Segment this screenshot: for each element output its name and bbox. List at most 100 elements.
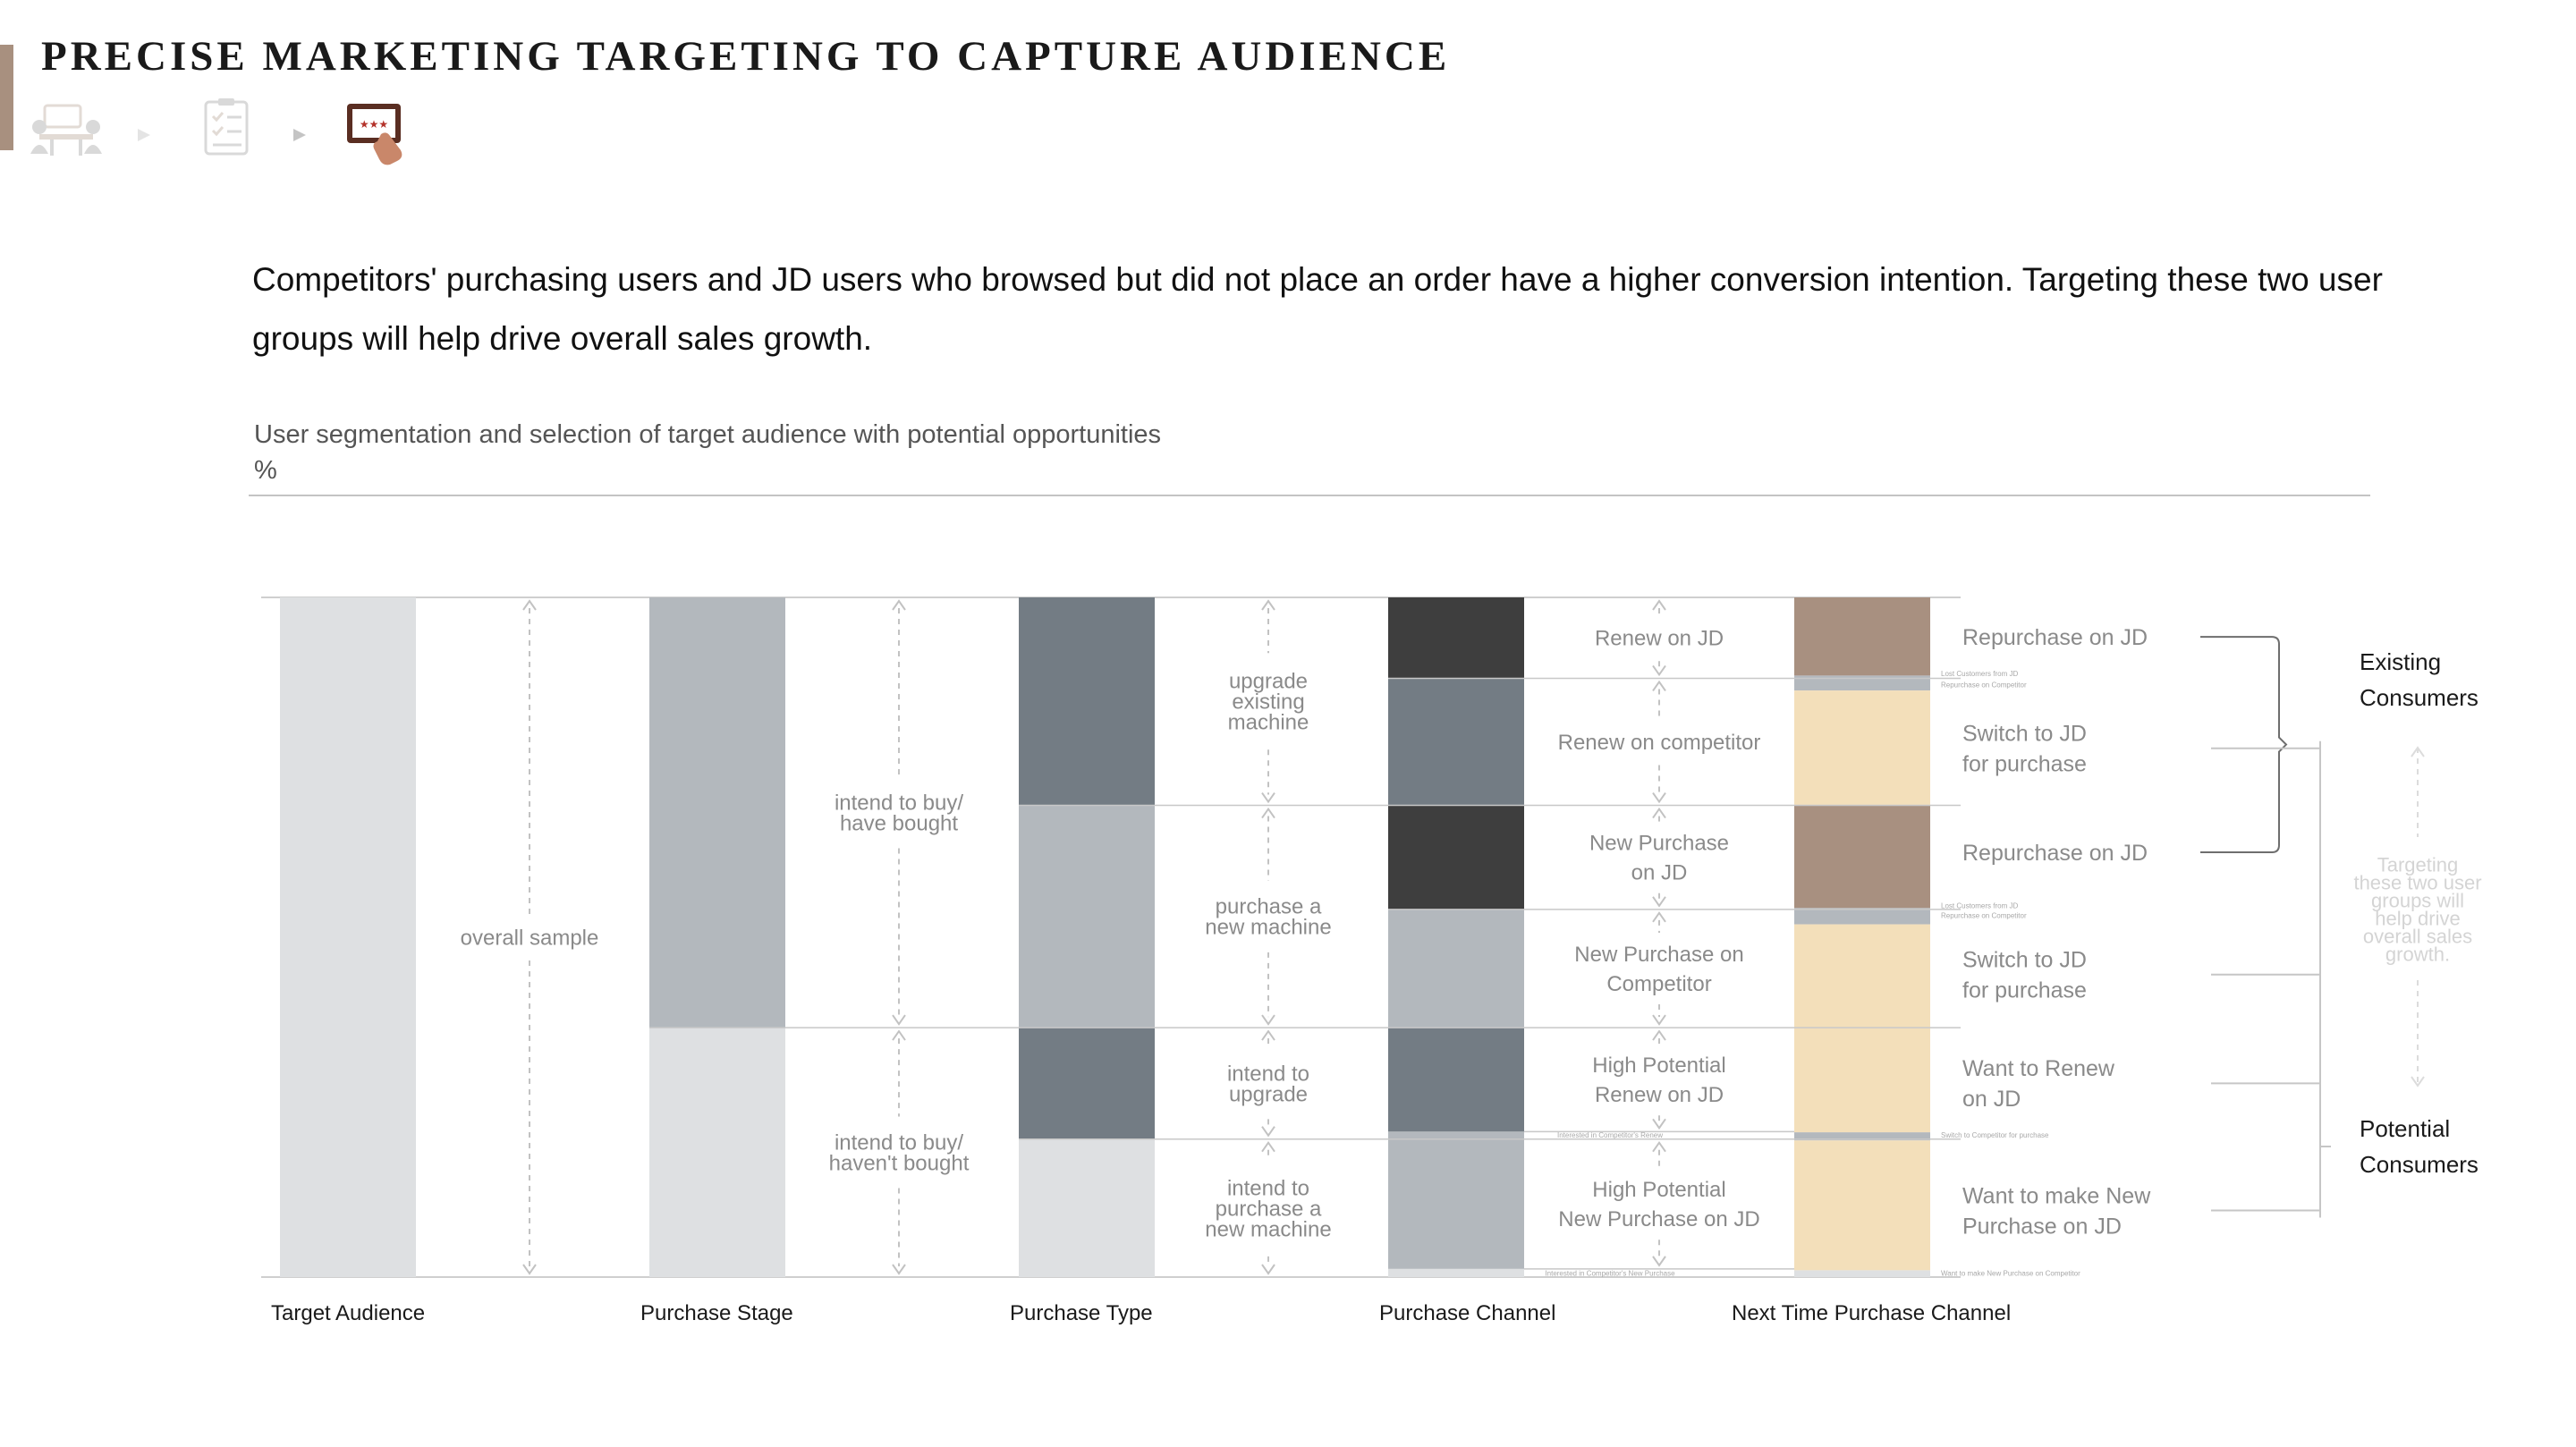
meeting-icon bbox=[30, 104, 102, 156]
targeting-callout-line: growth. bbox=[2385, 944, 2450, 966]
progress-steps-graphic: ★★★ bbox=[30, 98, 402, 165]
stage-label: Purchase Type bbox=[1010, 1301, 1153, 1325]
arrow-head-down-icon bbox=[1261, 791, 1275, 804]
arrow-head-down-icon bbox=[1652, 1256, 1666, 1267]
gap-label: upgrade existing machine bbox=[1228, 670, 1309, 735]
gap-label: Renew on competitor bbox=[1558, 731, 1761, 755]
segment-rect bbox=[1794, 1132, 1930, 1141]
stage-label: Purchase Channel bbox=[1379, 1301, 1555, 1325]
gap-label: New Purchase on JD bbox=[1589, 832, 1729, 885]
arrow-head-up-icon bbox=[522, 599, 537, 611]
gap-label-line: haven't bought bbox=[829, 1151, 970, 1175]
gap-label-line: intend to bbox=[1227, 1062, 1309, 1086]
arrow-head-up-icon bbox=[892, 1029, 906, 1041]
segment-rect bbox=[1794, 675, 1930, 691]
targeting-callout-line: help drive bbox=[2375, 908, 2460, 930]
arrow-head-up-icon bbox=[1261, 599, 1275, 611]
arrow-head-down-icon bbox=[1652, 896, 1666, 908]
arrow-head-up-icon bbox=[1261, 807, 1275, 819]
gap-label: High Potential New Purchase on JD bbox=[1558, 1178, 1759, 1231]
arrow-head-down-icon bbox=[1261, 1014, 1275, 1026]
arrow-head-down-icon bbox=[1261, 1264, 1275, 1275]
segment-rect bbox=[1794, 597, 1930, 676]
segment-rect bbox=[1794, 1140, 1930, 1271]
gap-label-line: overall sample bbox=[461, 926, 599, 950]
tiny-label: Lost Customers from JD bbox=[1941, 901, 2018, 910]
page-title: PRECISE MARKETING TARGETING TO CAPTURE A… bbox=[41, 33, 1451, 80]
gap-label-line: intend to buy/ bbox=[835, 791, 963, 815]
gap-label-line: Competitor bbox=[1606, 972, 1711, 996]
svg-text:★★★: ★★★ bbox=[360, 118, 388, 131]
right-label-line: Want to Renew bbox=[1962, 1056, 2115, 1081]
tiny-label: Switch to Competitor for purchase bbox=[1941, 1131, 2049, 1139]
title-accent-bar bbox=[0, 45, 13, 150]
right-label: Want to make New Purchase on JD bbox=[1962, 1183, 2151, 1239]
arrow-head-up-icon bbox=[1261, 1140, 1275, 1153]
gap-label-line: New Purchase on bbox=[1574, 943, 1743, 967]
arrow-head-up-icon bbox=[1652, 1029, 1666, 1041]
gap-label-line: purchase a bbox=[1216, 895, 1322, 919]
gap-label: purchase a new machine bbox=[1205, 895, 1331, 940]
right-label-line: Switch to JD bbox=[1962, 948, 2087, 973]
gap-label-line: New Purchase bbox=[1589, 832, 1729, 856]
step-arrow-icon bbox=[293, 129, 306, 141]
segment-rect bbox=[1019, 1138, 1155, 1277]
segment-rect bbox=[1794, 908, 1930, 925]
headline: Competitors' purchasing users and JD use… bbox=[252, 261, 2383, 357]
stage-label: Purchase Stage bbox=[640, 1301, 793, 1325]
tiny-label: Repurchase on Competitor bbox=[1941, 912, 2027, 920]
arrow-head-down-icon bbox=[892, 1014, 906, 1026]
group-label-existing-line: Consumers bbox=[2360, 684, 2479, 711]
gap-label-line: intend to buy/ bbox=[835, 1130, 963, 1155]
segment-rect bbox=[649, 597, 785, 1028]
existing-bracket bbox=[2200, 636, 2288, 853]
segment-rect bbox=[649, 1028, 785, 1277]
targeting-callout-line: overall sales bbox=[2363, 926, 2472, 948]
gap-label-line: purchase a bbox=[1216, 1197, 1322, 1221]
segment-rect bbox=[1794, 924, 1930, 1028]
gap-label-line: upgrade bbox=[1229, 1082, 1308, 1106]
stage-label: Next Time Purchase Channel bbox=[1732, 1301, 2011, 1325]
arrow-head-up-icon bbox=[2411, 746, 2425, 757]
gap-label-line: machine bbox=[1228, 711, 1309, 735]
gap-label: intend to upgrade bbox=[1227, 1062, 1309, 1106]
right-label: Switch to JD for purchase bbox=[1962, 721, 2087, 776]
tiny-label: Interested in Competitor's New Purchase bbox=[1545, 1269, 1675, 1277]
arrow-head-down-icon bbox=[1261, 1126, 1275, 1138]
chart-title-rule bbox=[249, 495, 2370, 496]
gap-label-line: High Potential bbox=[1592, 1178, 1725, 1202]
group-label-potential-line: Potential bbox=[2360, 1115, 2450, 1142]
segment-rect bbox=[1388, 678, 1524, 806]
targeting-callout: Targeting these two user groups will help d… bbox=[2353, 854, 2481, 966]
right-label-line: Repurchase on JD bbox=[1962, 841, 2148, 866]
segment-rect bbox=[1388, 805, 1524, 910]
segment-rect bbox=[1019, 1028, 1155, 1139]
segment-rect bbox=[1019, 805, 1155, 1028]
gap-label-line: upgrade bbox=[1229, 670, 1308, 694]
right-label-line: Want to make New bbox=[1962, 1183, 2151, 1208]
right-label-line: Switch to JD bbox=[1962, 721, 2087, 746]
targeting-callout-line: these two user bbox=[2353, 872, 2481, 894]
arrow-head-down-icon bbox=[1652, 1014, 1666, 1026]
rating-tablet-icon: ★★★ bbox=[347, 104, 402, 165]
segment-rect bbox=[280, 597, 416, 1277]
gap-label-line: Renew on competitor bbox=[1558, 731, 1761, 755]
arrow-head-down-icon bbox=[2411, 1076, 2425, 1087]
progress-steps: ★★★ bbox=[30, 95, 415, 166]
gap-label: New Purchase on Competitor bbox=[1574, 943, 1743, 996]
targeting-callout-line: groups will bbox=[2371, 890, 2464, 912]
gap-label-line: on JD bbox=[1631, 861, 1688, 885]
segment-rect bbox=[1388, 597, 1524, 679]
arrow-head-up-icon bbox=[1652, 1140, 1666, 1153]
right-label: Repurchase on JD bbox=[1962, 841, 2148, 866]
gap-label-line: High Potential bbox=[1592, 1054, 1725, 1078]
chart-unit: % bbox=[254, 456, 277, 485]
gap-label-line: have bought bbox=[840, 811, 958, 835]
gap-label: intend to purchase a new machine bbox=[1205, 1176, 1331, 1241]
arrow-head-up-icon bbox=[1261, 1029, 1275, 1041]
checklist-icon bbox=[204, 98, 249, 156]
right-label: Want to Renew on JD bbox=[1962, 1056, 2115, 1112]
gap-label: overall sample bbox=[461, 926, 599, 950]
gap-label: intend to buy/haven't bought bbox=[829, 1130, 970, 1175]
